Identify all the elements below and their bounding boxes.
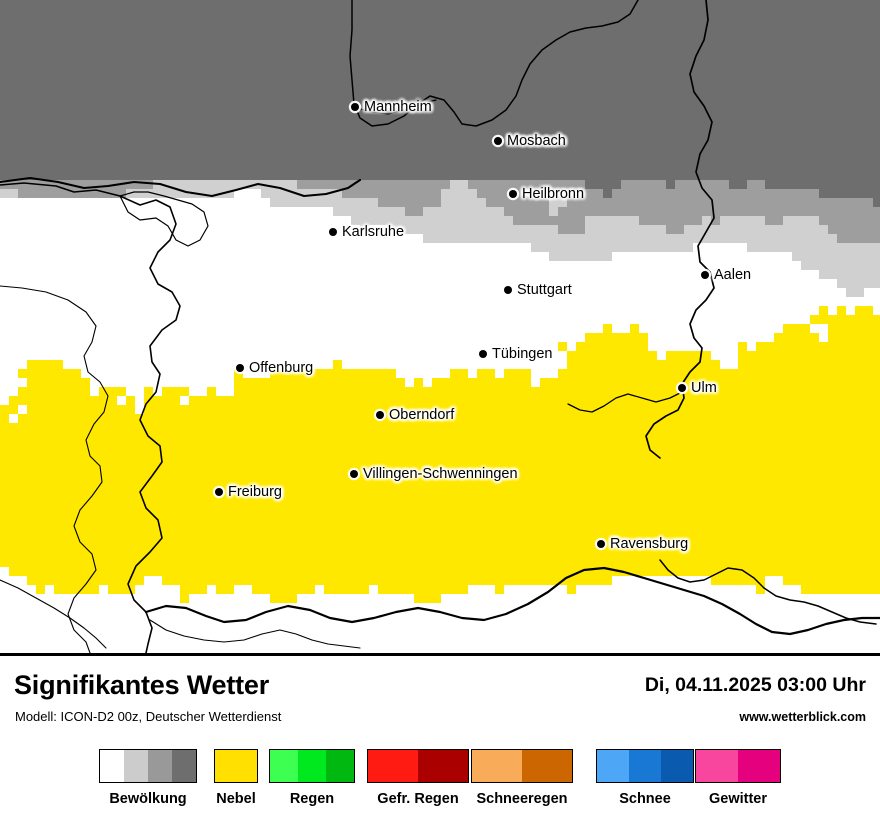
legend-color-swatch: [661, 750, 693, 782]
border-rhine-bend: [119, 191, 209, 247]
legend-item-2: Nebel: [214, 749, 258, 807]
border-danube: [567, 391, 683, 413]
border-austria: [659, 559, 877, 625]
legend-color-swatch: [418, 750, 468, 782]
legend-label: Regen: [289, 791, 335, 807]
legend-color-swatch: [172, 750, 196, 782]
border-swiss-inner-2: [0, 579, 107, 649]
river-neckar: [355, 99, 437, 115]
border-rhine-west: [0, 182, 181, 653]
legend-color-swatch: [215, 750, 257, 782]
website-url: www.wetterblick.com: [739, 710, 866, 724]
border-bavaria: [645, 0, 715, 459]
legend-swatch-group: [214, 749, 258, 783]
legend-swatch-group: [367, 749, 469, 783]
legend-label: Gewitter: [708, 791, 767, 807]
legend-item-6: Schnee: [596, 749, 694, 807]
legend-label: Schnee: [619, 791, 671, 807]
legend-color-swatch: [270, 750, 298, 782]
legend-item-1: Bewölkung: [99, 749, 197, 807]
legend-swatch-group: [99, 749, 197, 783]
legend-color-swatch: [597, 750, 629, 782]
border-lake-constance: [144, 566, 880, 636]
legend-swatch-group: [471, 749, 573, 783]
legend-label: Gefr. Regen: [377, 791, 459, 807]
legend-item-4: Gefr. Regen: [367, 749, 469, 807]
legend-swatch-group: [695, 749, 781, 783]
forecast-timestamp: Di, 04.11.2025 03:00 Uhr: [644, 674, 866, 696]
legend-swatch-group: [596, 749, 694, 783]
legend-label: Bewölkung: [109, 791, 187, 807]
significant-weather-raster: [0, 0, 880, 653]
border-swiss-inner: [149, 619, 361, 649]
legend-label: Schneeregen: [476, 791, 568, 807]
legend-color-swatch: [738, 750, 780, 782]
legend-color-swatch: [100, 750, 124, 782]
page-title: Signifikantes Wetter: [14, 670, 270, 700]
legend-color-swatch: [124, 750, 148, 782]
legend-color-swatch: [368, 750, 418, 782]
legend-color-swatch: [148, 750, 172, 782]
legend-color-swatch: [696, 750, 738, 782]
model-source: Modell: ICON-D2 00z, Deutscher Wetterdie…: [15, 709, 282, 724]
legend-color-swatch: [298, 750, 326, 782]
weather-legend: Bewölkung Nebel Regen Gefr. Regen Schneerege…: [0, 749, 880, 828]
weather-map[interactable]: Mannheim Mosbach Heilbronn Karlsruhe Aalen St…: [0, 0, 880, 656]
legend-item-7: Gewitter: [695, 749, 781, 807]
legend-item-3: Regen: [269, 749, 355, 807]
legend-swatch-group: [269, 749, 355, 783]
legend-color-swatch: [326, 750, 354, 782]
legend-color-swatch: [522, 750, 572, 782]
map-borders-layer: [0, 0, 880, 653]
border-state-north: [0, 176, 362, 198]
border-inner-west: [0, 285, 109, 653]
border-hessen: [349, 0, 639, 127]
legend-item-5: Schneeregen: [471, 749, 573, 807]
legend-label: Nebel: [216, 791, 256, 807]
legend-color-swatch: [629, 750, 661, 782]
legend-color-swatch: [472, 750, 522, 782]
map-footer: Signifikantes Wetter Modell: ICON-D2 00z…: [0, 656, 880, 830]
